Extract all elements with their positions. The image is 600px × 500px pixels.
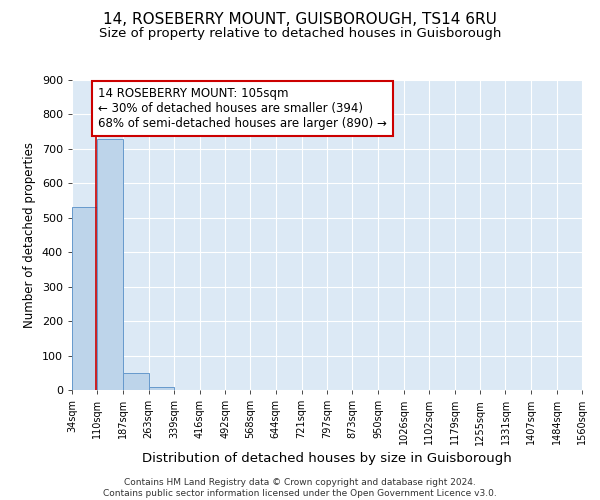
Text: Contains HM Land Registry data © Crown copyright and database right 2024.
Contai: Contains HM Land Registry data © Crown c… — [103, 478, 497, 498]
Text: Size of property relative to detached houses in Guisborough: Size of property relative to detached ho… — [99, 28, 501, 40]
Bar — [72, 208, 97, 390]
Bar — [149, 386, 174, 390]
Y-axis label: Number of detached properties: Number of detached properties — [23, 142, 36, 328]
Bar — [123, 373, 149, 390]
Text: 14, ROSEBERRY MOUNT, GUISBOROUGH, TS14 6RU: 14, ROSEBERRY MOUNT, GUISBOROUGH, TS14 6… — [103, 12, 497, 28]
Text: 14 ROSEBERRY MOUNT: 105sqm
← 30% of detached houses are smaller (394)
68% of sem: 14 ROSEBERRY MOUNT: 105sqm ← 30% of deta… — [98, 87, 387, 130]
X-axis label: Distribution of detached houses by size in Guisborough: Distribution of detached houses by size … — [142, 452, 512, 464]
Bar — [97, 138, 123, 390]
